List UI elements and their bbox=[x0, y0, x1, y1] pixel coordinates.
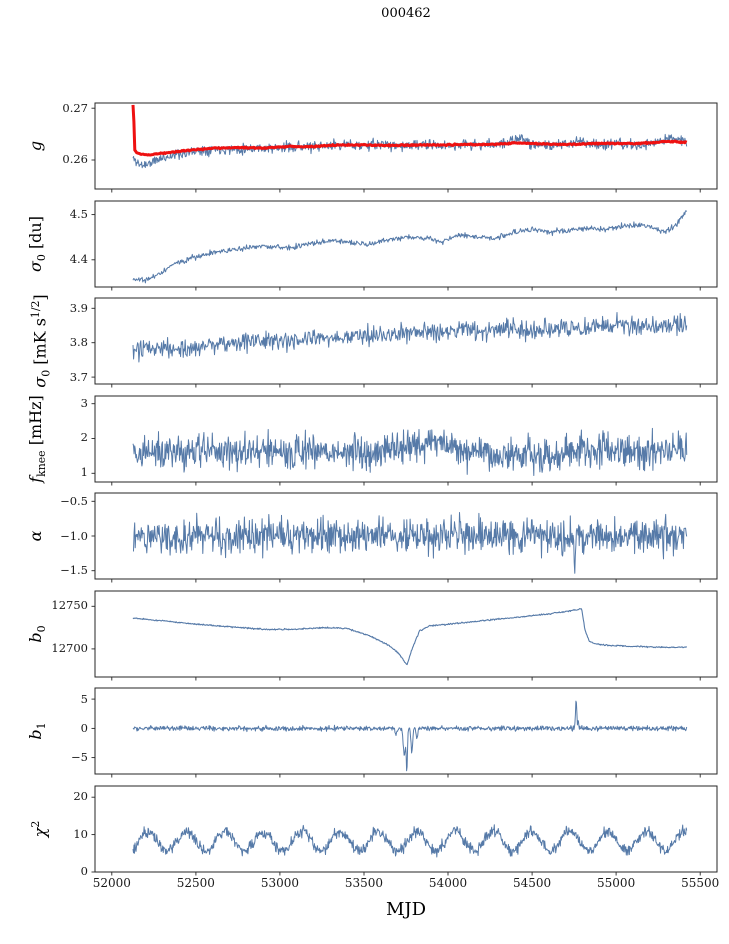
figure-title: 000462 bbox=[381, 6, 431, 21]
subplot-sigma0-du: σ0 [du] bbox=[26, 195, 723, 293]
subplot-b0: b0 bbox=[26, 585, 723, 683]
y-tick-label: 3.9 bbox=[69, 300, 88, 315]
x-tick-label: 54500 bbox=[512, 876, 552, 890]
y-tick-label: 12750 bbox=[51, 598, 88, 613]
plot-area-alpha bbox=[91, 492, 718, 583]
y-tick-label: 0 bbox=[80, 864, 88, 878]
y-tick-label: 4.5 bbox=[69, 206, 88, 221]
y-axis-label-chi2: χ2 bbox=[29, 820, 50, 837]
y-tick-label: 3.7 bbox=[69, 369, 88, 384]
x-axis-label: MJD bbox=[385, 899, 427, 920]
plot-area-b1 bbox=[91, 687, 718, 778]
subplot-alpha: α bbox=[26, 487, 723, 585]
plot-area-sigma0-du bbox=[91, 200, 718, 290]
subplot-sigma0-mk: σ0 [mK s1/2] bbox=[29, 292, 723, 390]
plot-area-chi2 bbox=[91, 785, 718, 875]
x-tick-label: 55500 bbox=[681, 876, 720, 890]
plot-area-sigma0-mk bbox=[91, 297, 718, 388]
x-tick-label: 54000 bbox=[428, 876, 468, 890]
subplot-g: g bbox=[26, 97, 723, 195]
plot-area-g bbox=[91, 102, 718, 193]
y-tick-label: −5 bbox=[71, 750, 88, 765]
y-tick-label: 2 bbox=[80, 430, 88, 445]
x-tick-label: 52000 bbox=[92, 876, 131, 890]
x-tick-label: 53000 bbox=[260, 876, 299, 890]
plot-area-b0 bbox=[91, 590, 718, 680]
subplot-fknee: fknee [mHz] bbox=[26, 390, 723, 488]
y-tick-label: 0.27 bbox=[62, 100, 88, 115]
y-tick-label: 20 bbox=[73, 789, 88, 804]
x-tick-label: 53500 bbox=[344, 876, 384, 890]
plot-area-fknee bbox=[91, 395, 718, 485]
y-tick-label: 12700 bbox=[51, 640, 88, 655]
x-tick-label: 52500 bbox=[176, 876, 215, 890]
y-tick-label: 3.8 bbox=[69, 335, 88, 350]
y-tick-label: 0 bbox=[80, 720, 88, 735]
y-tick-label: −0.5 bbox=[60, 493, 88, 508]
y-tick-label: 4.4 bbox=[69, 251, 88, 266]
subplot-b1: b1 bbox=[26, 682, 723, 780]
x-tick-label: 55000 bbox=[597, 876, 636, 890]
y-tick-label: 5 bbox=[80, 691, 88, 706]
subplot-chi2: χ2 bbox=[29, 780, 723, 878]
y-tick-label: 0.26 bbox=[62, 152, 88, 167]
y-tick-label: −1.5 bbox=[60, 563, 88, 578]
y-tick-label: 3 bbox=[80, 395, 88, 410]
y-tick-label: 1 bbox=[80, 465, 88, 480]
y-tick-label: 10 bbox=[73, 826, 88, 841]
y-tick-label: −1.0 bbox=[60, 528, 88, 543]
